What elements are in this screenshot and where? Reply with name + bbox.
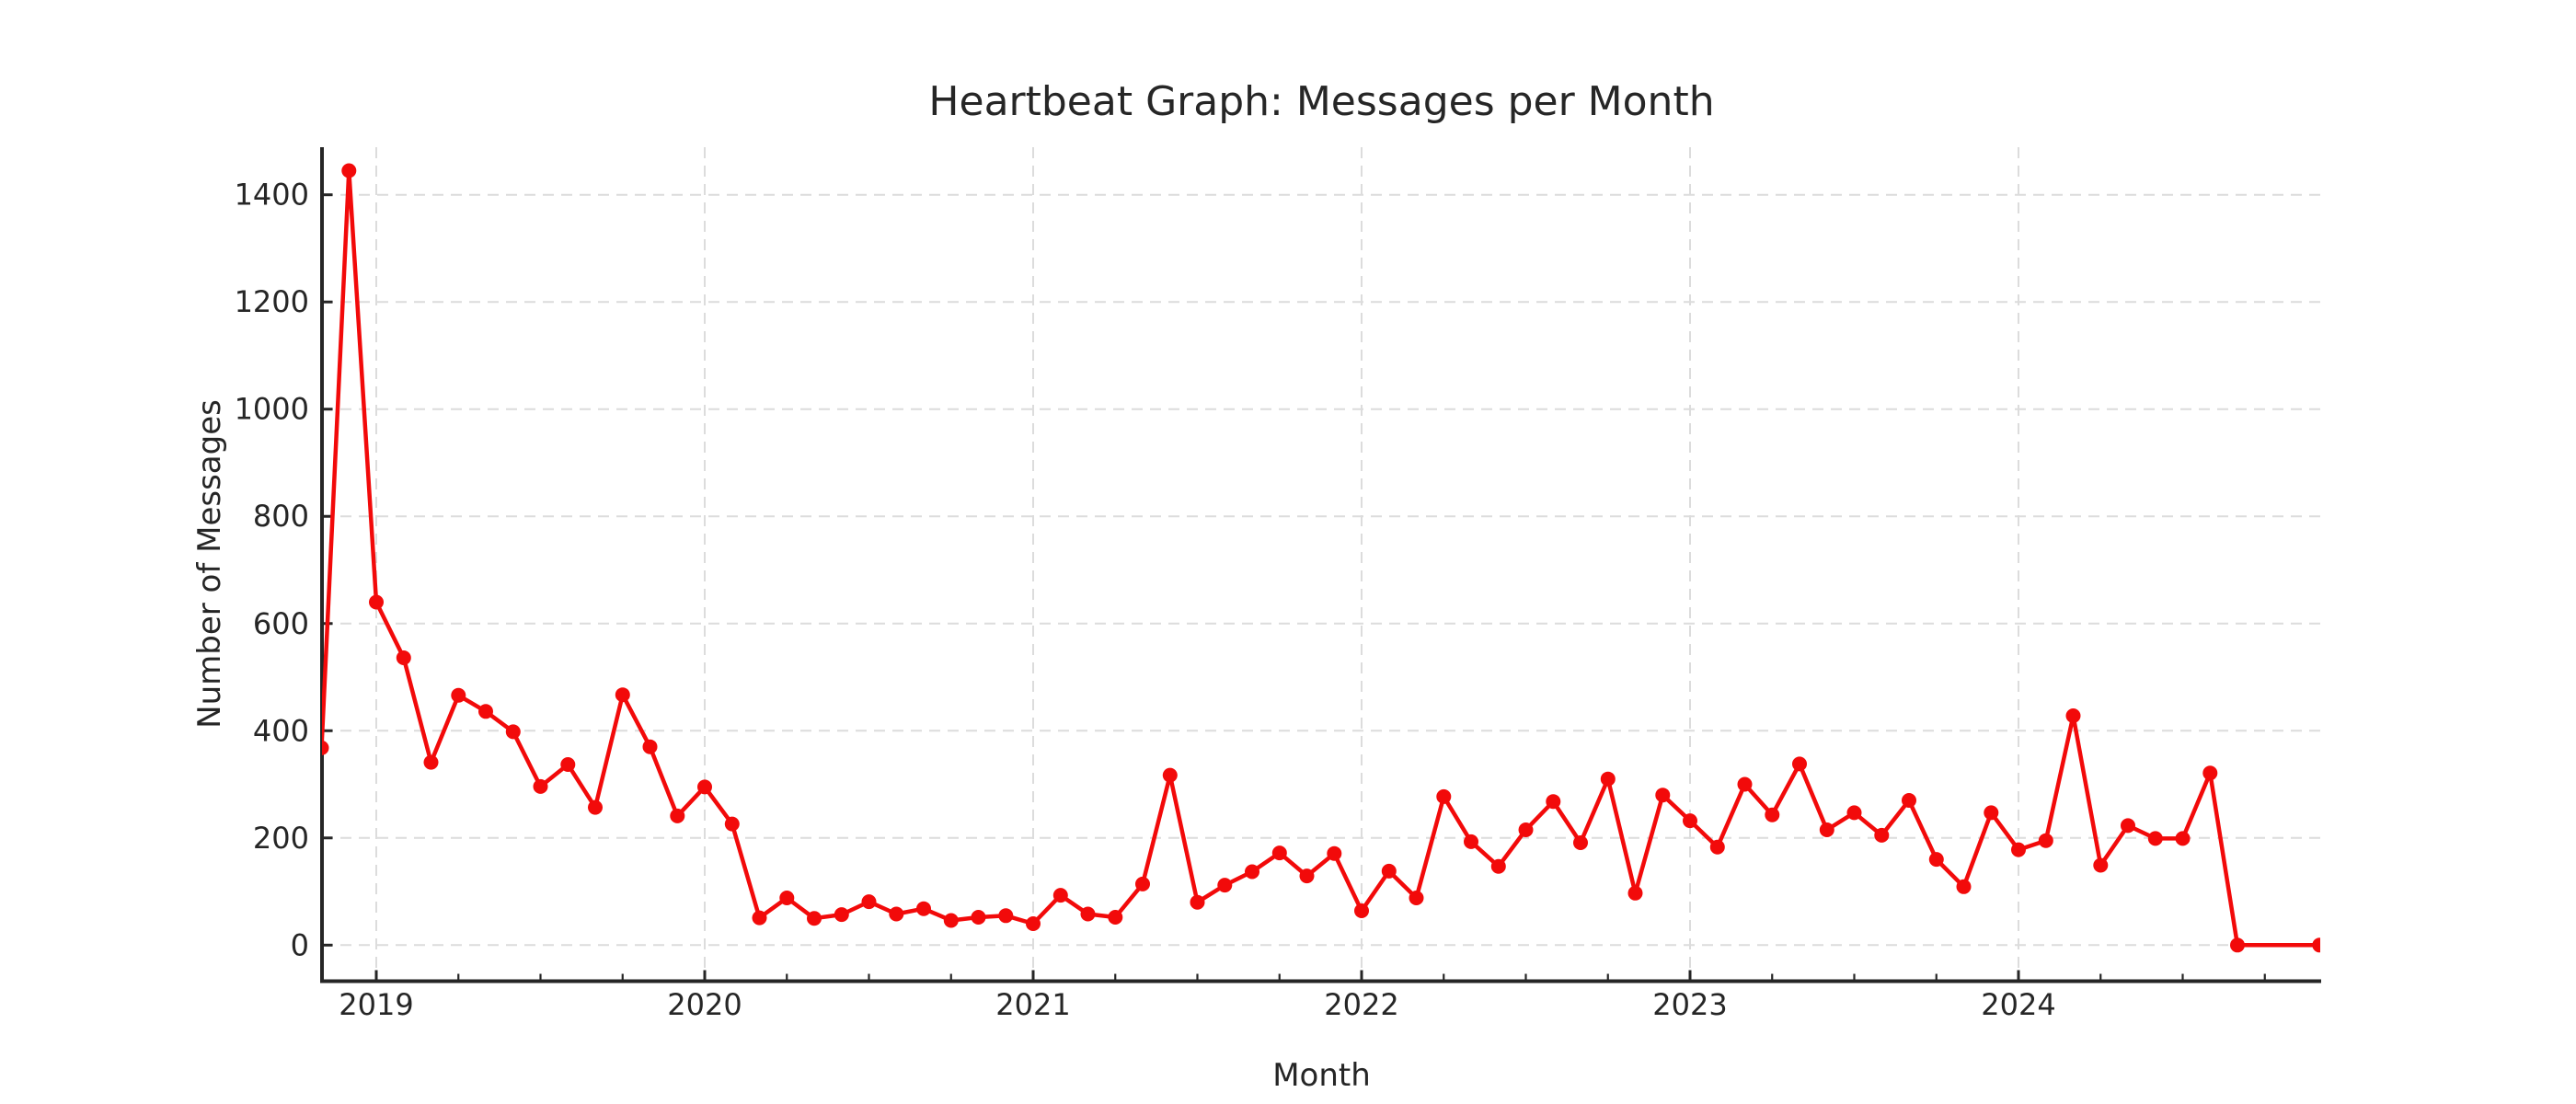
data-point-marker xyxy=(505,724,521,740)
data-point-marker xyxy=(1217,878,1233,893)
data-point-marker xyxy=(1819,822,1834,837)
data-point-marker xyxy=(1271,845,1287,861)
data-point-marker xyxy=(2312,937,2320,953)
y-tick-label: 600 xyxy=(253,606,309,641)
data-point-marker xyxy=(588,799,603,815)
data-point-marker xyxy=(423,754,439,770)
y-tick-label: 1000 xyxy=(235,392,309,427)
series-line xyxy=(322,168,2320,948)
data-point-marker xyxy=(1327,845,1342,861)
data-point-marker xyxy=(1518,822,1534,837)
x-tick-label: 2020 xyxy=(667,987,742,1022)
data-point-marker xyxy=(889,906,904,922)
data-point-marker xyxy=(1765,807,1780,822)
data-point-marker xyxy=(1436,788,1452,804)
x-tick-label: 2024 xyxy=(1981,987,2055,1022)
data-point-marker xyxy=(2065,708,2081,723)
data-point-marker xyxy=(1245,864,1259,880)
data-point-marker xyxy=(615,687,630,703)
data-point-marker xyxy=(560,757,576,772)
data-point-marker xyxy=(1792,756,1807,772)
y-tick-label: 200 xyxy=(253,821,309,856)
x-tick-label: 2019 xyxy=(339,987,413,1022)
data-point-marker xyxy=(478,704,493,719)
data-point-marker xyxy=(1902,793,1916,808)
data-point-marker xyxy=(1956,879,1972,894)
data-point-marker xyxy=(1409,891,1424,905)
data-point-marker xyxy=(341,163,357,178)
data-point-marker xyxy=(1464,834,1478,849)
x-tick-label: 2022 xyxy=(1324,987,1398,1022)
data-point-marker xyxy=(724,816,740,832)
data-point-marker xyxy=(1108,910,1123,925)
y-tick-label: 400 xyxy=(253,713,309,748)
data-point-marker xyxy=(322,740,329,755)
y-tick-label: 1200 xyxy=(235,284,309,319)
data-point-marker xyxy=(998,908,1014,924)
data-point-marker xyxy=(1874,827,1890,843)
data-point-marker xyxy=(1683,813,1697,829)
data-point-marker xyxy=(1928,852,1944,868)
data-point-marker xyxy=(1490,858,1506,874)
data-point-marker xyxy=(1655,788,1671,803)
data-point-marker xyxy=(2175,831,2191,846)
data-point-marker xyxy=(1573,835,1588,850)
data-point-marker xyxy=(916,901,931,916)
data-point-marker xyxy=(1381,863,1397,879)
y-axis-label: Number of Messages xyxy=(191,399,228,729)
x-axis-label: Month xyxy=(1272,1057,1371,1094)
data-point-marker xyxy=(1299,868,1315,884)
data-point-marker xyxy=(971,910,986,925)
y-tick-label: 800 xyxy=(253,499,309,534)
data-point-marker xyxy=(1135,876,1150,891)
data-point-marker xyxy=(2202,765,2218,781)
data-point-marker xyxy=(1162,767,1178,783)
data-point-marker xyxy=(807,911,822,926)
y-tick-label: 0 xyxy=(291,927,309,962)
data-point-marker xyxy=(2038,833,2053,848)
data-point-marker xyxy=(1600,771,1616,787)
data-point-marker xyxy=(943,913,959,928)
data-point-marker xyxy=(1737,776,1753,792)
data-point-marker xyxy=(1190,894,1205,910)
data-point-marker xyxy=(1627,885,1643,901)
data-point-marker xyxy=(1546,794,1561,810)
data-point-marker xyxy=(1052,888,1068,903)
data-point-marker xyxy=(1080,906,1096,922)
data-point-marker xyxy=(451,687,466,703)
y-tick-label: 1400 xyxy=(235,178,309,213)
chart-title: Heartbeat Graph: Messages per Month xyxy=(928,78,1715,125)
data-point-marker xyxy=(670,808,685,823)
data-point-marker xyxy=(2011,842,2026,857)
data-point-marker xyxy=(2230,937,2245,953)
data-point-marker xyxy=(642,739,658,754)
x-tick-label: 2023 xyxy=(1652,987,1727,1022)
data-point-marker xyxy=(396,650,411,665)
data-point-marker xyxy=(533,778,548,794)
data-point-marker xyxy=(752,910,767,926)
data-point-marker xyxy=(1846,805,1862,821)
data-point-marker xyxy=(2147,831,2163,846)
data-point-marker xyxy=(2093,857,2109,873)
data-point-marker xyxy=(1354,903,1369,918)
data-point-marker xyxy=(1709,839,1725,855)
data-point-marker xyxy=(834,907,849,923)
data-point-marker xyxy=(861,894,877,910)
data-point-marker xyxy=(1984,805,1999,821)
data-point-marker xyxy=(1026,916,1041,931)
data-point-marker xyxy=(697,779,712,795)
data-point-marker xyxy=(2121,818,2135,834)
data-point-marker xyxy=(369,594,384,610)
data-point-marker xyxy=(779,891,795,905)
x-tick-label: 2021 xyxy=(995,987,1070,1022)
